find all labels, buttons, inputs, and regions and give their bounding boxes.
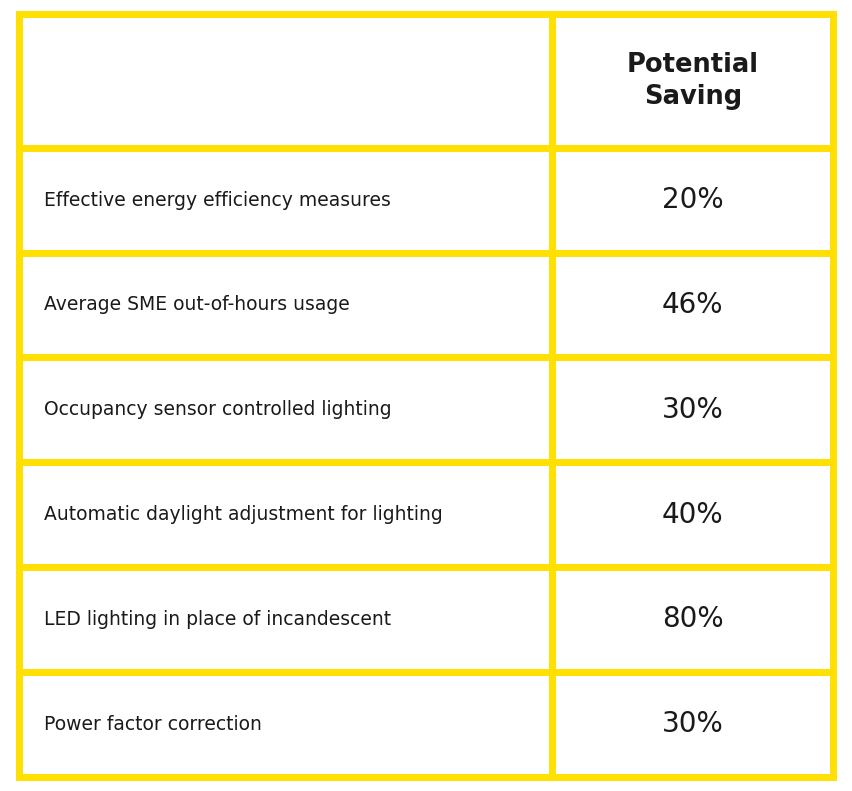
Text: LED lighting in place of incandescent: LED lighting in place of incandescent [44,610,391,629]
Text: 46%: 46% [662,291,723,319]
Text: 20%: 20% [662,186,723,214]
Text: Average SME out-of-hours usage: Average SME out-of-hours usage [44,296,350,315]
Text: Power factor correction: Power factor correction [44,715,262,734]
Text: Occupancy sensor controlled lighting: Occupancy sensor controlled lighting [44,400,392,419]
Text: Automatic daylight adjustment for lighting: Automatic daylight adjustment for lighti… [44,505,443,524]
Text: 80%: 80% [662,605,723,634]
Text: Effective energy efficiency measures: Effective energy efficiency measures [44,191,391,210]
Text: 30%: 30% [662,396,723,424]
Text: 40%: 40% [662,501,723,528]
Text: 30%: 30% [662,710,723,738]
Text: Potential
Saving: Potential Saving [627,52,759,110]
